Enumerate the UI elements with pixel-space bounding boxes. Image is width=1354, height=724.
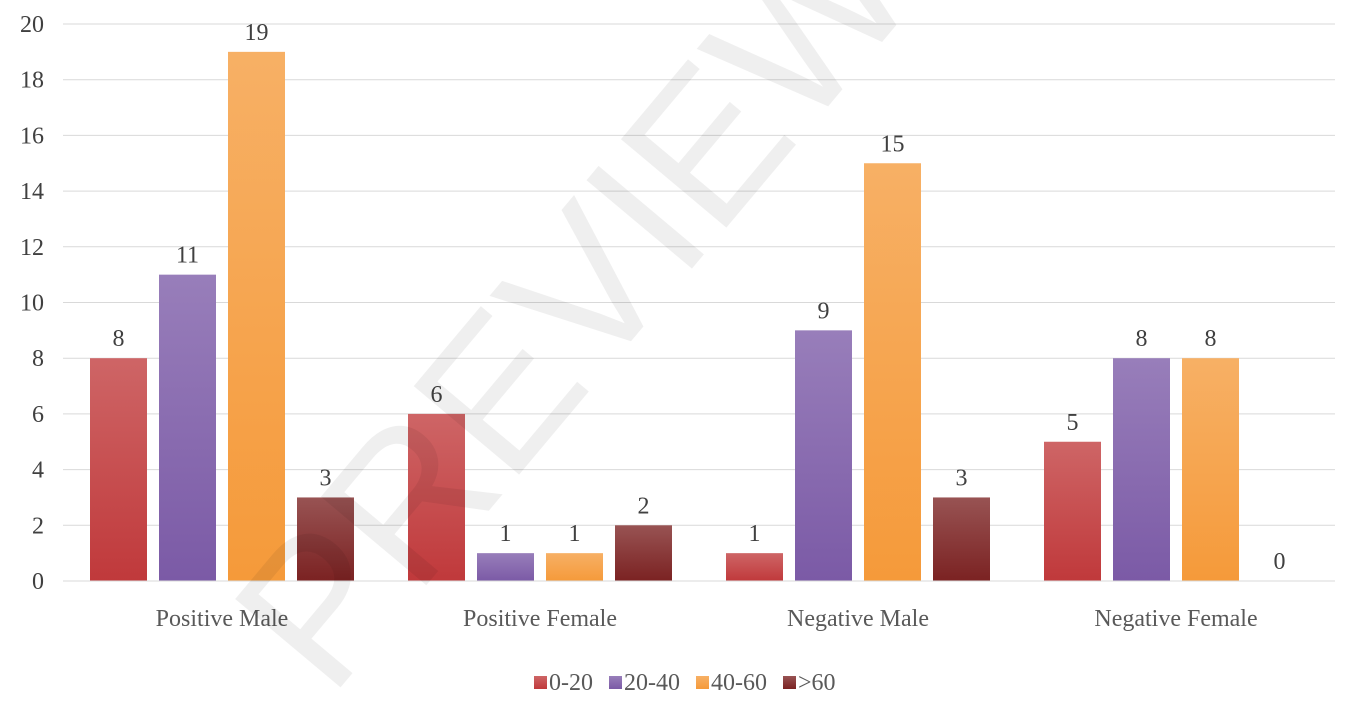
y-tick-label: 0 bbox=[32, 569, 44, 595]
bar bbox=[864, 163, 921, 581]
y-tick-label: 2 bbox=[32, 513, 44, 539]
bar bbox=[1182, 358, 1239, 581]
y-tick-label: 8 bbox=[32, 346, 44, 372]
legend-item: 0-20 bbox=[534, 670, 593, 696]
legend-swatch bbox=[783, 676, 796, 689]
bar bbox=[726, 553, 783, 581]
bar bbox=[795, 330, 852, 581]
legend-item: 40-60 bbox=[696, 670, 767, 696]
y-tick-label: 12 bbox=[20, 235, 44, 261]
bar bbox=[228, 51, 285, 582]
data-label: 3 bbox=[956, 465, 968, 491]
legend-swatch bbox=[534, 676, 547, 689]
bar bbox=[615, 525, 672, 581]
y-axis-ticks: 0 2 4 6 8 10 12 14 16 18 20 bbox=[20, 12, 44, 595]
data-label: 0 bbox=[1274, 549, 1286, 575]
y-tick-label: 10 bbox=[20, 291, 44, 317]
data-label: 8 bbox=[1205, 326, 1217, 352]
x-category-label: Negative Female bbox=[1094, 606, 1257, 632]
x-category-label: Positive Female bbox=[463, 606, 617, 632]
bars bbox=[90, 51, 1239, 582]
data-label: 5 bbox=[1067, 410, 1079, 436]
bar bbox=[546, 553, 603, 581]
bar bbox=[408, 413, 465, 581]
data-label: 15 bbox=[881, 131, 905, 157]
bar bbox=[477, 553, 534, 581]
legend-label: 0-20 bbox=[549, 670, 593, 696]
y-tick-label: 18 bbox=[20, 68, 44, 94]
legend-swatch bbox=[696, 676, 709, 689]
x-category-label: Negative Male bbox=[787, 606, 929, 632]
y-tick-label: 14 bbox=[20, 179, 44, 205]
bar bbox=[159, 274, 216, 581]
bar bbox=[933, 497, 990, 581]
data-label: 1 bbox=[569, 521, 581, 547]
legend-swatch bbox=[609, 676, 622, 689]
data-label: 6 bbox=[431, 382, 443, 408]
y-tick-label: 4 bbox=[32, 458, 44, 484]
legend-item: >60 bbox=[783, 670, 836, 696]
data-label: 1 bbox=[749, 521, 761, 547]
bar bbox=[90, 358, 147, 581]
bar bbox=[1113, 358, 1170, 581]
data-label: 8 bbox=[1136, 326, 1148, 352]
legend-label: 20-40 bbox=[624, 670, 680, 696]
bar bbox=[297, 497, 354, 581]
legend-item: 20-40 bbox=[609, 670, 680, 696]
x-axis-categories: Positive Male Positive Female Negative Mal… bbox=[156, 606, 1258, 632]
legend-label: >60 bbox=[798, 670, 836, 696]
y-tick-label: 20 bbox=[20, 12, 44, 38]
y-tick-label: 16 bbox=[20, 123, 44, 149]
x-category-label: Positive Male bbox=[156, 606, 289, 632]
data-label: 2 bbox=[638, 493, 650, 519]
data-label: 19 bbox=[245, 20, 269, 46]
data-label: 1 bbox=[500, 521, 512, 547]
bar bbox=[1044, 441, 1101, 581]
data-label: 3 bbox=[320, 465, 332, 491]
legend: 0-20 20-40 40-60 >60 bbox=[534, 670, 836, 696]
y-tick-label: 6 bbox=[32, 402, 44, 428]
legend-label: 40-60 bbox=[711, 670, 767, 696]
data-label: 8 bbox=[113, 326, 125, 352]
data-label: 11 bbox=[176, 243, 199, 269]
data-label: 9 bbox=[818, 298, 830, 324]
